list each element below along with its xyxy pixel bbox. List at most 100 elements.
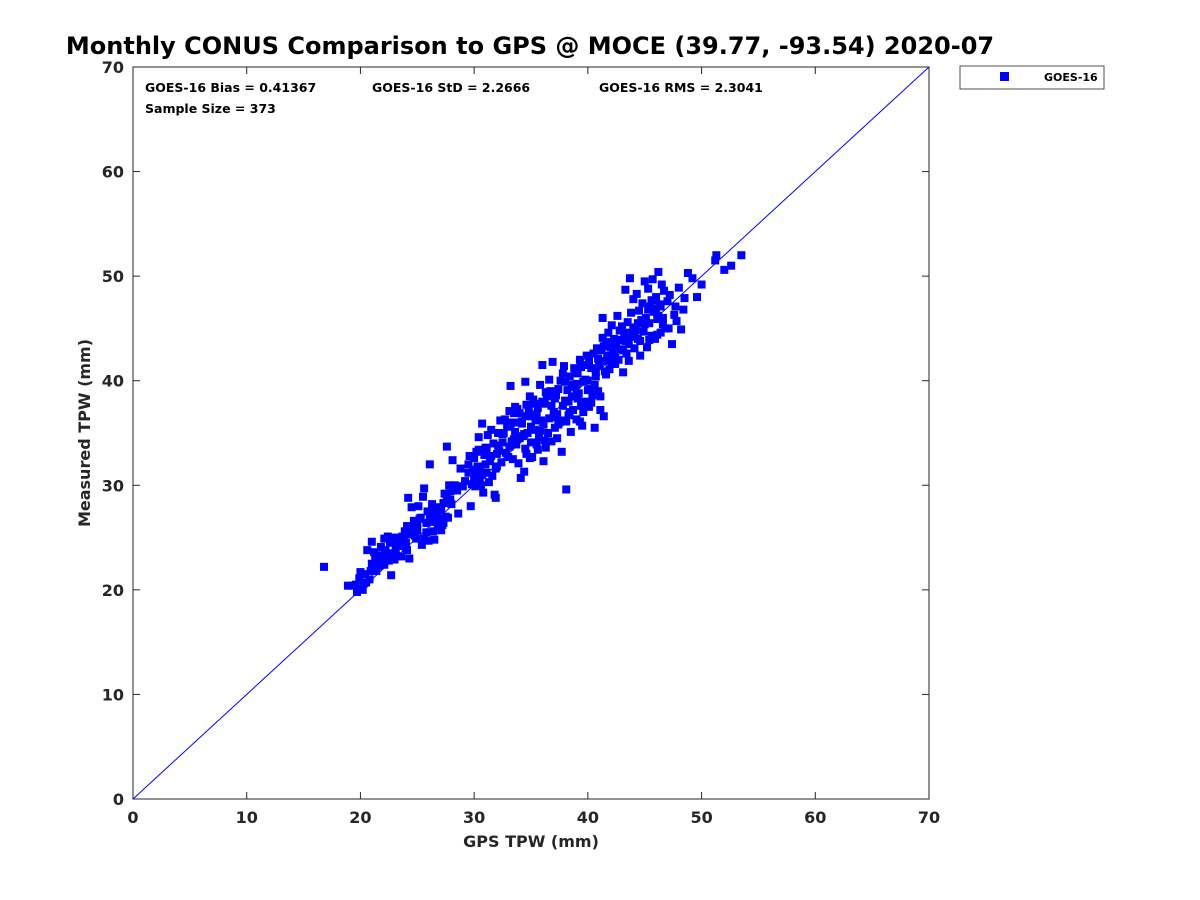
y-tick-label: 40: [102, 372, 124, 391]
data-point: [533, 445, 542, 454]
data-point: [671, 302, 680, 311]
rms-stat: GOES-16 RMS = 2.3041: [599, 80, 763, 95]
data-point: [566, 427, 575, 436]
data-point: [479, 488, 488, 497]
data-points: [320, 251, 746, 596]
x-tick-label: 50: [690, 808, 712, 827]
data-point: [376, 542, 385, 551]
data-point: [367, 537, 376, 546]
data-point: [672, 317, 681, 326]
data-point: [470, 472, 479, 481]
data-point: [635, 306, 644, 315]
data-point: [392, 539, 401, 548]
data-point: [578, 421, 587, 430]
data-point: [415, 514, 424, 523]
data-point: [509, 409, 518, 418]
data-point: [481, 460, 490, 469]
data-point: [546, 387, 555, 396]
data-point: [426, 517, 435, 526]
data-point: [594, 387, 603, 396]
data-point: [641, 313, 650, 322]
data-point: [539, 420, 548, 429]
data-point: [527, 422, 535, 431]
y-tick-label: 0: [113, 790, 124, 809]
data-point: [454, 482, 463, 491]
data-point: [397, 552, 406, 561]
data-point: [371, 555, 380, 564]
data-point: [577, 363, 586, 372]
data-point: [591, 372, 600, 381]
data-point: [727, 261, 736, 270]
data-point: [411, 531, 420, 540]
chart-title: Monthly CONUS Comparison to GPS @ MOCE (…: [66, 32, 994, 60]
data-point: [573, 394, 582, 403]
legend-marker-square: [1000, 72, 1009, 81]
data-point: [613, 335, 622, 344]
data-point: [413, 526, 422, 535]
data-point: [663, 297, 672, 306]
data-point: [413, 519, 422, 528]
data-point: [683, 269, 692, 278]
data-point: [368, 563, 377, 572]
data-point: [461, 477, 470, 486]
data-point: [591, 368, 600, 377]
data-point: [437, 526, 446, 535]
data-point: [520, 467, 529, 476]
data-point: [654, 311, 663, 320]
data-point: [597, 346, 606, 355]
data-point: [363, 546, 372, 555]
data-point: [610, 341, 619, 350]
data-point: [506, 381, 515, 390]
data-point: [505, 407, 514, 416]
data-point: [424, 536, 433, 545]
data-point: [497, 458, 506, 467]
data-point: [534, 433, 543, 442]
data-point: [645, 335, 654, 344]
data-point: [484, 478, 493, 487]
data-point: [660, 286, 669, 295]
data-point: [390, 533, 399, 542]
data-point: [532, 440, 541, 449]
data-point: [515, 409, 524, 418]
data-point: [677, 325, 686, 334]
data-point: [556, 416, 565, 425]
data-point: [448, 456, 457, 465]
data-point: [511, 427, 520, 436]
data-point: [564, 397, 573, 406]
data-point: [478, 419, 487, 428]
data-point: [440, 489, 449, 498]
data-point: [625, 274, 634, 283]
data-point: [587, 364, 596, 373]
data-point: [537, 416, 546, 425]
data-point: [737, 251, 746, 260]
data-point: [629, 324, 638, 333]
data-point: [320, 562, 329, 571]
data-point: [571, 368, 580, 377]
data-point: [658, 313, 667, 322]
data-point: [379, 557, 388, 566]
data-point: [540, 436, 549, 445]
data-point: [654, 267, 663, 276]
data-point: [644, 305, 653, 314]
data-point: [474, 433, 483, 442]
data-point: [572, 379, 581, 388]
data-point: [680, 294, 689, 303]
data-point: [607, 321, 616, 330]
data-point: [548, 357, 557, 366]
data-point: [617, 322, 626, 331]
data-point: [556, 376, 565, 385]
data-point: [567, 392, 576, 401]
data-point: [575, 355, 584, 364]
data-point: [487, 425, 496, 434]
data-point: [456, 464, 465, 473]
data-point: [590, 423, 599, 432]
y-tick-label: 30: [102, 476, 124, 495]
data-point: [475, 466, 484, 475]
plot-frame: [132, 66, 930, 800]
data-point: [575, 417, 584, 426]
data-point: [400, 527, 409, 536]
data-point: [358, 585, 367, 594]
data-point: [418, 492, 427, 501]
y-tick-label: 50: [102, 267, 124, 286]
